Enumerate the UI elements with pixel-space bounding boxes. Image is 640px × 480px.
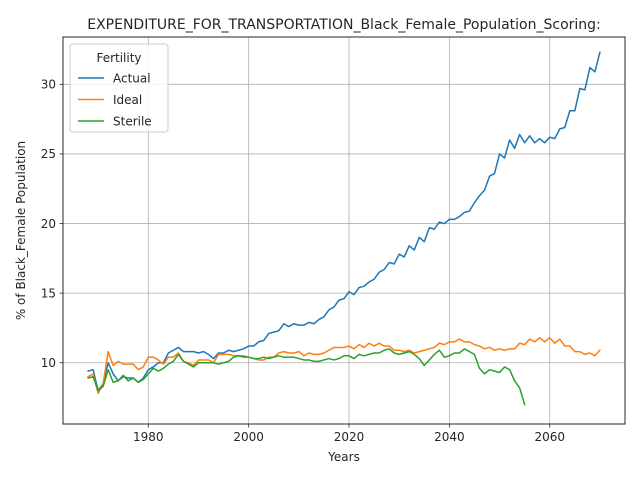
y-tick-label: 25	[41, 147, 56, 161]
x-tick-label: 1980	[133, 430, 164, 444]
grid-lines	[63, 37, 625, 424]
x-tick-label: 2060	[534, 430, 565, 444]
legend-label-ideal: Ideal	[113, 93, 142, 107]
legend-label-sterile: Sterile	[113, 114, 152, 128]
series-lines	[87, 51, 601, 406]
legend-label-actual: Actual	[113, 71, 151, 85]
series-line-actual	[87, 51, 601, 392]
x-axis-label: Years	[327, 450, 360, 464]
legend-items: Actual Ideal Sterile	[78, 71, 152, 128]
legend-title: Fertility	[96, 51, 141, 65]
y-axis-label: % of Black_Female Population	[14, 141, 28, 320]
x-tick-label: 2040	[434, 430, 465, 444]
y-tick-label: 20	[41, 217, 56, 231]
plot-area-frame	[62, 36, 626, 425]
y-axis-ticks: 10 15 20 25 30	[41, 78, 63, 370]
series-line-ideal	[87, 336, 601, 395]
legend: Fertility Actual Ideal Sterile	[69, 43, 169, 133]
x-tick-label: 2000	[233, 430, 264, 444]
y-tick-label: 10	[41, 356, 56, 370]
chart-title: EXPENDITURE_FOR_TRANSPORTATION_Black_Fem…	[87, 17, 601, 33]
y-tick-label: 30	[41, 78, 56, 92]
x-tick-label: 2020	[334, 430, 365, 444]
y-tick-label: 15	[41, 286, 56, 300]
legend-box	[69, 43, 169, 133]
x-axis-ticks: 1980 2000 2020 2040 2060	[133, 424, 565, 444]
series-line-sterile	[87, 348, 526, 406]
